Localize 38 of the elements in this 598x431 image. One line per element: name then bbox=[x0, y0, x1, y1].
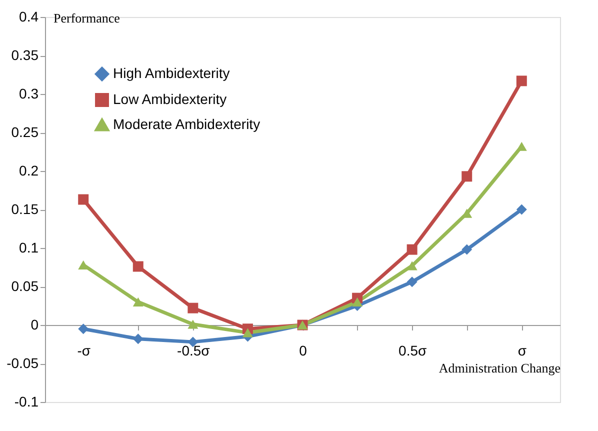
point bbox=[406, 244, 418, 255]
point bbox=[516, 204, 527, 215]
legend-label: Low Ambidexterity bbox=[113, 91, 227, 107]
y-axis-title: Performance bbox=[54, 10, 120, 26]
point bbox=[406, 261, 418, 270]
point bbox=[406, 276, 418, 288]
x-tick-label: -0.5σ bbox=[177, 342, 210, 358]
point bbox=[188, 320, 198, 329]
point bbox=[132, 261, 144, 272]
point bbox=[462, 171, 472, 182]
legend-label: Moderate Ambidexterity bbox=[113, 116, 260, 132]
point bbox=[188, 302, 198, 314]
y-tick-label: -0.05 bbox=[6, 355, 39, 371]
point bbox=[132, 297, 144, 306]
y-tick-label: 0.05 bbox=[11, 278, 39, 294]
point bbox=[132, 334, 144, 344]
point bbox=[242, 328, 253, 338]
point bbox=[78, 194, 89, 205]
y-tick-label: 0.25 bbox=[11, 124, 39, 140]
y-tick-label: 0.2 bbox=[19, 162, 39, 178]
y-tick-label: 0.15 bbox=[11, 201, 39, 217]
point bbox=[516, 76, 527, 86]
point bbox=[462, 244, 472, 255]
x-tick-label: σ bbox=[518, 342, 527, 358]
x-tick-label: 0.5σ bbox=[398, 342, 427, 358]
y-tick-label: 0.1 bbox=[19, 240, 39, 256]
legend-label: High Ambidexterity bbox=[113, 65, 230, 81]
point bbox=[516, 142, 527, 151]
y-tick-label: 0.3 bbox=[19, 86, 39, 102]
x-tick-label: -σ bbox=[77, 342, 91, 358]
y-tick-label: 0.4 bbox=[19, 8, 39, 24]
y-tick-label: 0 bbox=[30, 316, 39, 332]
y-tick-label: 0.35 bbox=[11, 47, 39, 63]
y-tick-label: -0.1 bbox=[14, 394, 39, 410]
point bbox=[352, 297, 363, 306]
x-tick-label: 0 bbox=[299, 342, 308, 358]
point bbox=[78, 324, 89, 334]
x-axis-title: Administration Change bbox=[438, 360, 561, 376]
